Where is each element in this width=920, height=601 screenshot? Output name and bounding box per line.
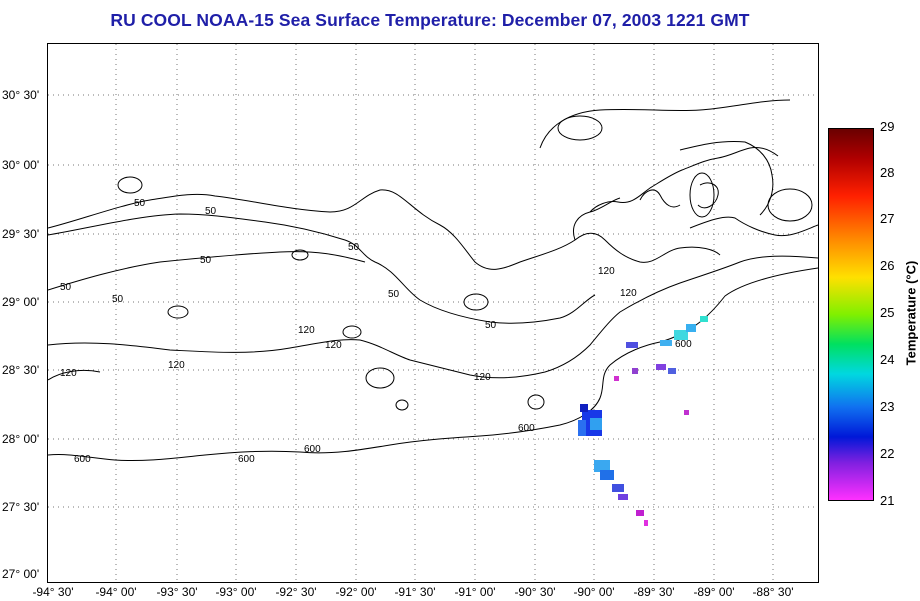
contour-label-group: 50 50 50 50 50 50 50 50 120 120 120 120 … bbox=[60, 198, 692, 465]
contour-label: 50 bbox=[200, 255, 212, 266]
contour-label: 50 bbox=[134, 198, 146, 209]
contour-islands bbox=[117, 115, 813, 411]
graticule-grid bbox=[48, 44, 818, 582]
colorbar-gradient bbox=[829, 129, 873, 500]
contour-120m bbox=[47, 141, 819, 381]
colorbar-tick: 25 bbox=[880, 305, 895, 320]
contour-label: 50 bbox=[60, 282, 72, 293]
lat-label: 27° 00' bbox=[2, 567, 40, 581]
contour-label: 50 bbox=[348, 242, 360, 253]
lon-label: -93° 00' bbox=[215, 585, 257, 599]
lat-label: 27° 30' bbox=[2, 500, 40, 514]
lon-label: -89° 30' bbox=[633, 585, 675, 599]
sst-data-pixels bbox=[578, 316, 708, 526]
delta-marsh-outline bbox=[589, 147, 779, 213]
contour-label: 600 bbox=[675, 339, 692, 350]
contour-label: 50 bbox=[388, 289, 400, 300]
lon-label: -93° 30' bbox=[156, 585, 198, 599]
colorbar-tick: 24 bbox=[880, 352, 895, 367]
contour-label: 50 bbox=[112, 294, 124, 305]
temperature-colorbar bbox=[828, 128, 874, 501]
lon-label: -94° 30' bbox=[32, 585, 74, 599]
map-canvas: 50 50 50 50 50 50 50 50 120 120 120 120 … bbox=[47, 44, 819, 582]
lat-label: 29° 00' bbox=[2, 295, 40, 309]
lon-label: -91° 00' bbox=[454, 585, 496, 599]
contour-label: 600 bbox=[238, 454, 255, 465]
colorbar-tick: 21 bbox=[880, 493, 895, 508]
contour-label: 50 bbox=[205, 206, 217, 217]
contour-label: 120 bbox=[325, 340, 342, 351]
map-frame: 50 50 50 50 50 50 50 50 120 120 120 120 … bbox=[47, 43, 819, 583]
contour-label: 120 bbox=[598, 266, 615, 277]
colorbar-tick: 22 bbox=[880, 446, 895, 461]
colorbar-tick: 27 bbox=[880, 211, 895, 226]
contour-label: 120 bbox=[60, 368, 77, 379]
colorbar-title: Temperature (°C) bbox=[903, 260, 919, 366]
lat-label: 28° 00' bbox=[2, 432, 40, 446]
map-title: RU COOL NOAA-15 Sea Surface Temperature:… bbox=[110, 10, 750, 30]
contour-label: 600 bbox=[304, 444, 321, 455]
lat-label: 30° 30' bbox=[2, 88, 40, 102]
contour-label: 120 bbox=[298, 325, 315, 336]
lat-label: 30° 00' bbox=[2, 158, 40, 172]
lon-label: -88° 30' bbox=[752, 585, 794, 599]
lon-label: -91° 30' bbox=[394, 585, 436, 599]
contour-label: 120 bbox=[620, 288, 637, 299]
colorbar-tick: 23 bbox=[880, 399, 895, 414]
lon-label: -92° 30' bbox=[275, 585, 317, 599]
lon-label: -89° 00' bbox=[693, 585, 735, 599]
colorbar-tick: 29 bbox=[880, 119, 895, 134]
lon-label: -90° 30' bbox=[514, 585, 556, 599]
lon-label: -94° 00' bbox=[95, 585, 137, 599]
colorbar-tick: 28 bbox=[880, 165, 895, 180]
contour-label: 600 bbox=[74, 454, 91, 465]
contour-label: 120 bbox=[474, 372, 491, 383]
lat-label: 28° 30' bbox=[2, 363, 40, 377]
lon-label: -90° 00' bbox=[573, 585, 615, 599]
contour-50m bbox=[47, 213, 819, 324]
contour-label: 600 bbox=[518, 423, 535, 434]
coastline bbox=[47, 99, 791, 270]
lat-label: 29° 30' bbox=[2, 227, 40, 241]
contour-label: 120 bbox=[168, 360, 185, 371]
contour-label: 50 bbox=[485, 320, 497, 331]
colorbar-tick: 26 bbox=[880, 258, 895, 273]
lon-label: -92° 00' bbox=[335, 585, 377, 599]
contour-600m bbox=[47, 267, 819, 462]
